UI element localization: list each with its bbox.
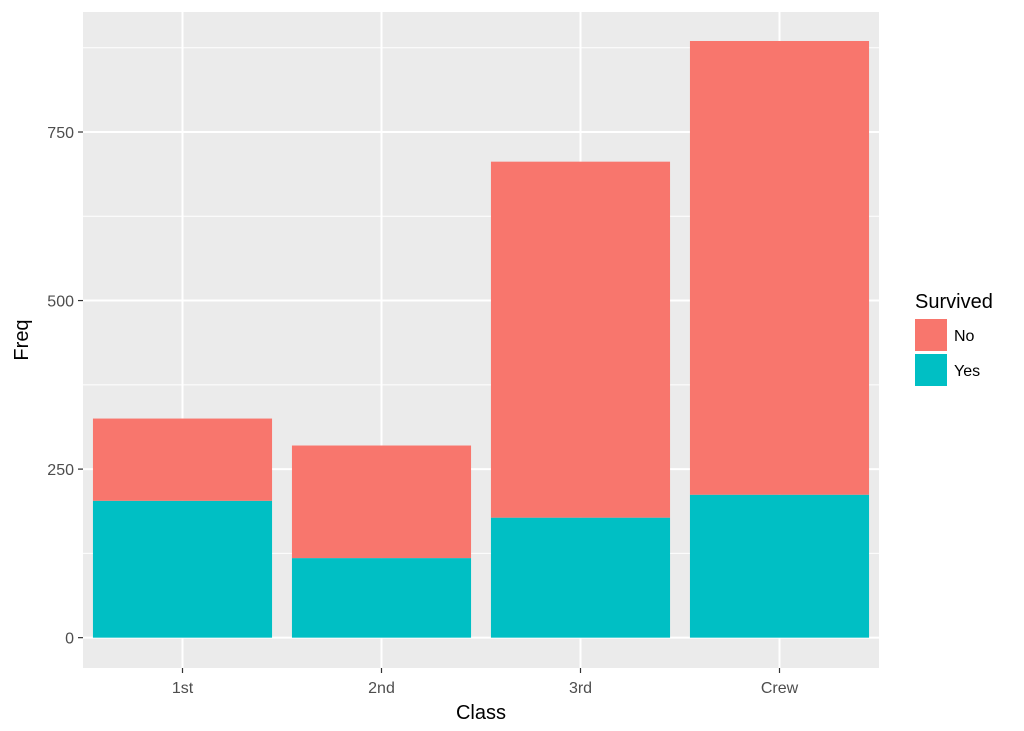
bar-no-1st [92, 418, 273, 501]
y-axis-title: Freq [11, 319, 33, 360]
legend: Survived No Yes [915, 291, 993, 386]
bar-no-3rd [490, 161, 671, 518]
bar-no-crew [689, 40, 870, 495]
legend-label-yes: Yes [954, 363, 980, 380]
x-axis: 1st 2nd 3rd Crew [172, 668, 799, 697]
bar-yes-3rd [490, 517, 671, 638]
bar-yes-2nd [291, 558, 472, 638]
x-tick-label: Crew [761, 680, 799, 697]
y-tick-label: 750 [47, 125, 74, 142]
legend-label-no: No [954, 328, 975, 345]
x-tick-label: 1st [172, 680, 194, 697]
legend-title: Survived [915, 291, 993, 313]
bar-yes-crew [689, 494, 870, 638]
x-axis-title: Class [456, 702, 506, 724]
bars-layer [92, 40, 870, 638]
legend-swatch-no [915, 319, 947, 351]
y-tick-label: 250 [47, 462, 74, 479]
x-tick-label: 2nd [368, 680, 395, 697]
y-tick-label: 0 [65, 631, 74, 648]
y-tick-label: 500 [47, 294, 74, 311]
legend-swatch-yes [915, 354, 947, 386]
legend-items: No Yes [915, 319, 980, 386]
x-tick-label: 3rd [569, 680, 592, 697]
bar-yes-1st [92, 500, 273, 638]
bar-no-2nd [291, 445, 472, 559]
y-axis: 0 250 500 750 [47, 125, 83, 648]
